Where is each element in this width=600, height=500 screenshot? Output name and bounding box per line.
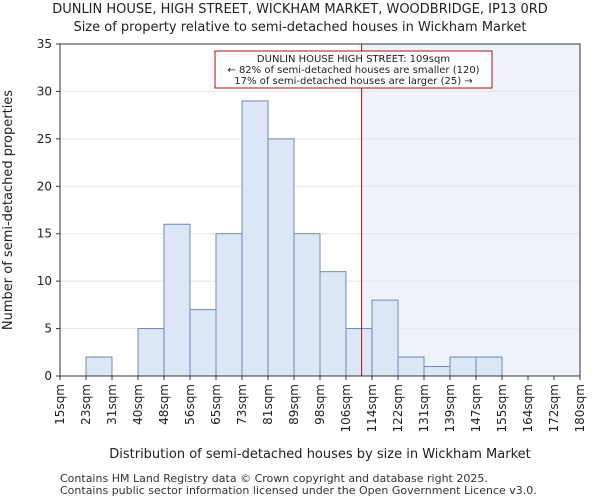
footer-licence: Contains public sector information licen… [60, 484, 537, 497]
x-tick-label-5: 56sqm [183, 384, 197, 425]
bar-3 [137, 328, 165, 377]
x-tick-label-20: 180sqm [573, 384, 587, 432]
x-tick-label-4: 48sqm [157, 384, 171, 425]
x-tick-label-9: 89sqm [287, 384, 301, 425]
x-tick-label-2: 31sqm [105, 384, 119, 425]
bar-15 [449, 356, 477, 377]
bar-11 [345, 328, 373, 377]
x-tick-label-18: 164sqm [521, 384, 535, 432]
x-tick-label-11: 106sqm [339, 384, 353, 432]
y-tick-label-0: 0 [44, 369, 52, 383]
bar-13 [397, 356, 425, 377]
y-tick-label-1: 5 [44, 322, 52, 336]
footer-copyright: Contains HM Land Registry data © Crown c… [60, 472, 488, 485]
chart-subtitle: Size of property relative to semi-detach… [73, 20, 527, 35]
y-tick-label-7: 35 [37, 37, 52, 51]
x-axis-label: Distribution of semi-detached houses by … [109, 447, 531, 462]
x-tick-label-3: 40sqm [131, 384, 145, 425]
annotation-box [214, 50, 493, 89]
annotation-line-2: ← 82% of semi-detached houses are smalle… [227, 65, 479, 76]
y-tick-label-3: 15 [37, 227, 52, 241]
x-tick-label-14: 131sqm [417, 384, 431, 432]
y-tick-label-4: 20 [37, 179, 52, 193]
annotation-line-1: DUNLIN HOUSE HIGH STREET: 109sqm [257, 54, 450, 65]
annotation-line-3: 17% of semi-detached houses are larger (… [234, 76, 472, 87]
x-tick-label-15: 139sqm [443, 384, 457, 432]
y-tick-label-6: 30 [37, 84, 52, 98]
bar-8 [267, 138, 295, 377]
x-tick-label-13: 122sqm [391, 384, 405, 432]
x-tick-label-1: 23sqm [79, 384, 93, 425]
bar-14 [423, 366, 451, 377]
x-tick-label-0: 15sqm [53, 384, 67, 425]
x-tick-label-10: 98sqm [313, 384, 327, 425]
bar-7 [241, 100, 269, 377]
bar-1 [85, 356, 113, 377]
x-tick-label-6: 65sqm [209, 384, 223, 425]
bar-16 [475, 356, 503, 377]
bar-10 [319, 271, 347, 377]
x-tick-label-19: 172sqm [547, 384, 561, 432]
x-tick-label-7: 73sqm [235, 384, 249, 425]
bar-12 [371, 299, 399, 377]
x-tick-label-12: 114sqm [365, 384, 379, 432]
y-tick-label-2: 10 [37, 274, 52, 288]
chart-title: DUNLIN HOUSE, HIGH STREET, WICKHAM MARKE… [52, 2, 548, 17]
x-tick-label-16: 147sqm [469, 384, 483, 432]
x-tick-label-8: 81sqm [261, 384, 275, 425]
bar-6 [215, 233, 243, 377]
bar-9 [293, 233, 321, 377]
bar-5 [189, 309, 217, 377]
x-tick-label-17: 155sqm [495, 384, 509, 432]
y-tick-label-5: 25 [37, 132, 52, 146]
y-axis-label: Number of semi-detached properties [1, 90, 16, 330]
bar-4 [163, 223, 191, 377]
